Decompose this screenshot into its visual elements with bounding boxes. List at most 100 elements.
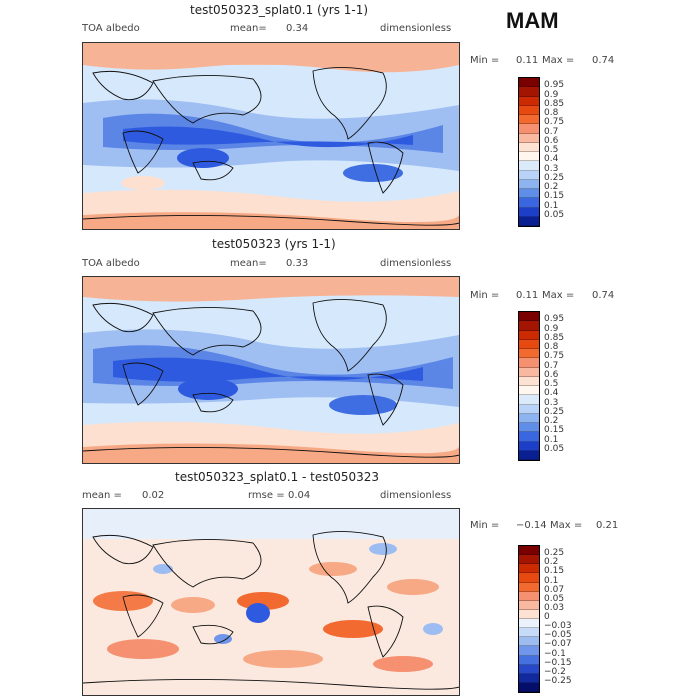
panel-2-mean-value: 0.33 — [286, 258, 309, 269]
colorbar-swatch — [519, 673, 539, 683]
colorbar-tick-label: 0.15 — [544, 566, 565, 577]
colorbar-tick-label: 0.8 — [544, 108, 559, 118]
colorbar-tick-label: 0.05 — [544, 209, 565, 220]
colorbar-swatch — [519, 96, 539, 106]
colorbar-swatch — [519, 367, 539, 377]
colorbar-swatch — [519, 87, 539, 97]
colorbar-swatch — [519, 646, 539, 656]
colorbar-tick-label: 0.8 — [544, 342, 559, 352]
panel-3-max-value: 0.21 — [596, 520, 619, 531]
colorbar-swatch — [519, 161, 539, 171]
colorbar-tick-label: 0.6 — [544, 369, 559, 380]
colorbar-tick-label: 0.7 — [544, 360, 559, 371]
colorbar-swatch — [519, 386, 539, 396]
panel-1-mean-label: mean= — [230, 23, 267, 34]
colorbar-tick-label: 0.2 — [544, 416, 559, 426]
colorbar-swatch — [519, 152, 539, 162]
panel-2-map — [82, 276, 460, 464]
colorbar-tick-label: −0.03 — [544, 621, 572, 632]
colorbar-swatch — [519, 216, 539, 226]
colorbar-tick-label: −0.15 — [544, 657, 572, 668]
colorbar-swatch — [519, 115, 539, 125]
colorbar-tick-label: −0.2 — [544, 666, 566, 677]
season-label: MAM — [506, 8, 559, 33]
colorbar-tick-label: 0.15 — [544, 191, 565, 202]
colorbar-swatch — [519, 555, 539, 565]
colorbar-swatch — [519, 339, 539, 349]
panel-1-min-value: 0.11 — [516, 55, 539, 66]
colorbar-tick-label: 0.85 — [544, 332, 565, 343]
colorbar-swatch — [519, 423, 539, 433]
panel-1-mean-value: 0.34 — [286, 23, 309, 34]
colorbar-tick-label: 0.2 — [544, 182, 559, 192]
colorbar-swatch — [519, 628, 539, 638]
colorbar-tick-label: 0.5 — [544, 145, 559, 155]
colorbar-swatch — [519, 637, 539, 647]
panel-2-title: test050323 (yrs 1-1) — [212, 237, 336, 251]
panel-2-max-label: Max = — [542, 290, 575, 301]
colorbar-tick-label: 0.3 — [544, 163, 559, 174]
colorbar-swatch — [519, 664, 539, 674]
colorbar-swatch — [519, 349, 539, 359]
panel-1-max-value: 0.74 — [592, 55, 615, 66]
colorbar-tick-label: −0.07 — [544, 639, 572, 650]
colorbar-tick-label: 0.95 — [544, 80, 565, 91]
colorbar-tick-label: 0.05 — [544, 593, 565, 604]
panel-1-map-field — [83, 43, 459, 229]
panel-2-map-field — [83, 277, 459, 463]
colorbar-swatch — [519, 432, 539, 442]
colorbar-tick-label: 0.85 — [544, 98, 565, 109]
colorbar-tick-label: 0.4 — [544, 154, 559, 165]
panel-2-max-value: 0.74 — [592, 290, 615, 301]
colorbar-swatch — [519, 198, 539, 208]
colorbar-tick-label: 0.1 — [544, 434, 559, 445]
panel-1-min-label: Min = — [470, 55, 500, 66]
panel-1-units-label: dimensionless — [380, 23, 452, 34]
panel-2-variable-label: TOA albedo — [82, 258, 140, 269]
panel-1-max-label: Max = — [542, 55, 575, 66]
panel-3-map — [82, 508, 460, 696]
colorbar-tick-label: 0.25 — [544, 172, 565, 183]
panel-3-rmse-label: rmse = — [248, 490, 285, 501]
colorbar-tick-label: 0.3 — [544, 397, 559, 408]
panel-1-colorbar — [518, 77, 540, 227]
panel-1-variable-label: TOA albedo — [82, 23, 140, 34]
colorbar-swatch — [519, 450, 539, 460]
colorbar-swatch — [519, 330, 539, 340]
colorbar-tick-label: 0.2 — [544, 557, 559, 568]
colorbar-tick-label: 0.75 — [544, 117, 565, 128]
colorbar-swatch — [519, 207, 539, 217]
panel-3-colorbar-labels: 0.25 0.2 0.15 0.1 0.07 0.05 0.03 0 −0.03 −0.05 −0.… — [544, 545, 604, 691]
panel-3-mean-label: mean = — [82, 490, 122, 501]
colorbar-swatch — [519, 170, 539, 180]
colorbar-swatch — [519, 105, 539, 115]
colorbar-swatch — [519, 376, 539, 386]
colorbar-swatch — [519, 546, 539, 556]
colorbar-tick-label: 0.1 — [544, 575, 559, 586]
colorbar-tick-label: 0.1 — [544, 200, 559, 211]
colorbar-swatch — [519, 600, 539, 610]
panel-2-colorbar — [518, 311, 540, 461]
panel-3-mean-value: 0.02 — [142, 490, 165, 501]
colorbar-swatch — [519, 124, 539, 134]
panel-3-min-label: Min = — [470, 520, 500, 531]
colorbar-tick-label: 0.25 — [544, 548, 565, 559]
colorbar-tick-label: 0.9 — [544, 89, 559, 100]
colorbar-tick-label: −0.1 — [544, 648, 566, 659]
panel-2-min-label: Min = — [470, 290, 500, 301]
colorbar-swatch — [519, 133, 539, 143]
colorbar-swatch — [519, 682, 539, 692]
colorbar-tick-label: 0.75 — [544, 351, 565, 362]
colorbar-swatch — [519, 441, 539, 451]
colorbar-swatch — [519, 78, 539, 88]
colorbar-tick-label: 0.15 — [544, 425, 565, 436]
colorbar-swatch — [519, 582, 539, 592]
colorbar-tick-label: 0.5 — [544, 379, 559, 389]
colorbar-swatch — [519, 609, 539, 619]
colorbar-swatch — [519, 321, 539, 331]
panel-2-units-label: dimensionless — [380, 258, 452, 269]
panel-3-colorbar — [518, 545, 540, 693]
panel-2-min-value: 0.11 — [516, 290, 539, 301]
panel-1-title: test050323_splat0.1 (yrs 1-1) — [190, 3, 369, 17]
colorbar-tick-label: 0.7 — [544, 126, 559, 137]
